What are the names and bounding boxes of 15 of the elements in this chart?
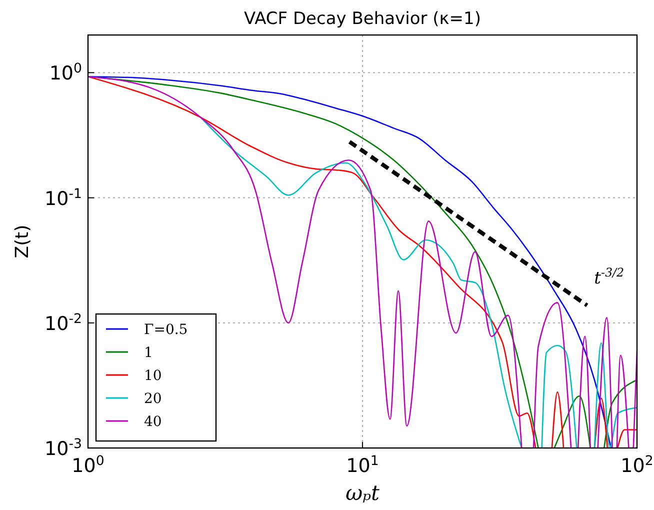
y-tick-label: 10$^{-2}$ (44, 311, 82, 335)
chart-title: VACF Decay Behavior (κ=1) (244, 9, 481, 29)
x-tick-label: 10$^{2}$ (620, 454, 654, 477)
y-axis-title: Z(t) (12, 224, 33, 258)
legend-label: 10 (144, 368, 162, 384)
x-axis-title: ωₚt (346, 481, 380, 505)
legend-label: 40 (144, 414, 162, 430)
legend-label: 20 (144, 391, 162, 407)
x-tick-label: 10$^{1}$ (346, 454, 379, 477)
y-tick-label: 10$^{-1}$ (44, 186, 82, 210)
legend-label: Γ=0.5 (144, 322, 188, 338)
x-tick-label: 10$^{0}$ (72, 454, 104, 477)
y-tick-label: 10$^{0}$ (49, 61, 82, 85)
legend-label: 1 (144, 345, 153, 361)
annotation: t$^{-3/2}$ (594, 265, 624, 288)
